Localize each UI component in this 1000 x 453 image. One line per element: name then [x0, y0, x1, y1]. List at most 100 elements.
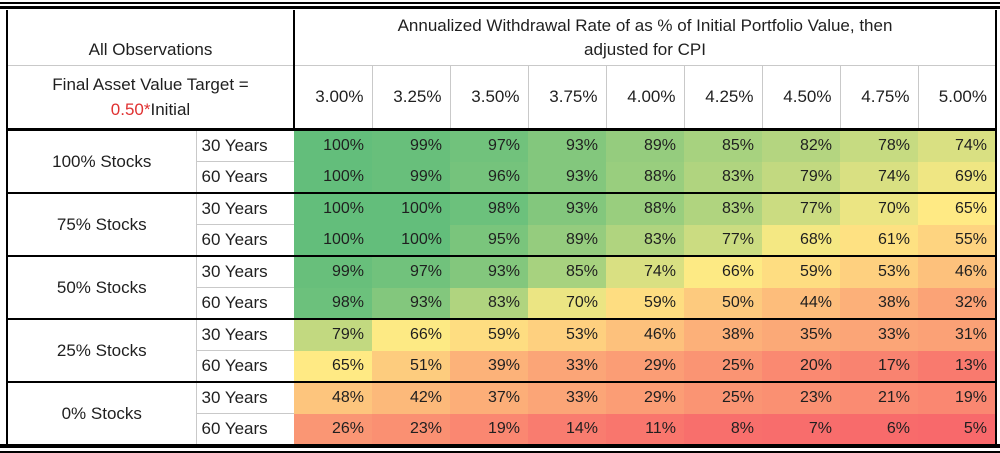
- success-rate-cell: 61%: [840, 224, 918, 256]
- success-rate-cell: 99%: [372, 129, 450, 162]
- rate-column-header: 4.75%: [839, 65, 918, 131]
- success-rate-cell: 70%: [528, 287, 606, 319]
- horizon-label: 60 Years: [196, 350, 294, 382]
- rate-column-header: 3.75%: [527, 65, 606, 131]
- success-rate-cell: 66%: [684, 255, 762, 288]
- success-rate-cell: 89%: [528, 224, 606, 256]
- success-rate-cell: 48%: [294, 381, 372, 414]
- success-rate-cell: 99%: [372, 161, 450, 193]
- success-rate-cell: 74%: [918, 129, 996, 162]
- success-rate-cell: 85%: [684, 129, 762, 162]
- table-title-line2: adjusted for CPI: [584, 39, 706, 59]
- success-rate-cell: 100%: [372, 192, 450, 225]
- success-rate-cell: 78%: [840, 129, 918, 162]
- rate-column-header: 3.00%: [293, 65, 372, 131]
- success-rate-cell: 19%: [918, 381, 996, 414]
- success-rate-cell: 74%: [606, 255, 684, 288]
- stock-allocation-label: 25% Stocks: [7, 318, 197, 382]
- rate-column-header: 4.00%: [605, 65, 684, 131]
- success-rate-cell: 100%: [372, 224, 450, 256]
- success-rate-cell: 93%: [528, 161, 606, 193]
- success-rate-cell: 100%: [294, 129, 372, 162]
- success-rate-cell: 100%: [294, 161, 372, 193]
- horizon-label: 60 Years: [196, 224, 294, 256]
- withdrawal-success-table: All Observations Annualized Withdrawal R…: [6, 10, 997, 444]
- success-rate-cell: 21%: [840, 381, 918, 414]
- bottom-border-thick: [0, 444, 1000, 448]
- success-rate-cell: 83%: [450, 287, 528, 319]
- success-rate-cell: 53%: [528, 318, 606, 351]
- success-rate-cell: 99%: [294, 255, 372, 288]
- success-rate-cell: 33%: [528, 350, 606, 382]
- horizon-label: 30 Years: [196, 129, 294, 162]
- success-rate-cell: 93%: [450, 255, 528, 288]
- stock-allocation-label: 100% Stocks: [7, 129, 197, 193]
- success-rate-cell: 23%: [762, 381, 840, 414]
- success-rate-cell: 82%: [762, 129, 840, 162]
- rate-column-header: 5.00%: [917, 65, 996, 131]
- success-rate-cell: 83%: [684, 192, 762, 225]
- success-rate-cell: 88%: [606, 192, 684, 225]
- observations-header: All Observations: [7, 10, 295, 66]
- table-row: 25% Stocks 30 Years 79% 66% 59% 53% 46% 38% 35% 3…: [7, 318, 996, 382]
- success-rate-cell: 39%: [450, 350, 528, 382]
- success-rate-cell: 93%: [372, 287, 450, 319]
- rate-column-header: 3.50%: [449, 65, 528, 131]
- success-rate-cell: 97%: [372, 255, 450, 288]
- final-asset-target-line2: 0.50*Initial: [8, 97, 292, 122]
- stock-allocation-label: 75% Stocks: [7, 192, 197, 256]
- success-rate-cell: 46%: [606, 318, 684, 351]
- rate-column-header: 4.50%: [761, 65, 840, 131]
- success-rate-cell: 8%: [684, 413, 762, 444]
- success-rate-cell: 100%: [294, 224, 372, 256]
- horizon-label: 30 Years: [196, 255, 294, 288]
- stock-allocation-label: 0% Stocks: [7, 381, 197, 444]
- success-rate-cell: 97%: [450, 129, 528, 162]
- table-row: 75% Stocks 30 Years 100% 100% 98% 93% 88% 83% 77…: [7, 192, 996, 256]
- success-rate-cell: 69%: [918, 161, 996, 193]
- success-rate-cell: 93%: [528, 192, 606, 225]
- success-rate-cell: 46%: [918, 255, 996, 288]
- success-rate-cell: 66%: [372, 318, 450, 351]
- success-rate-cell: 85%: [528, 255, 606, 288]
- horizon-label: 60 Years: [196, 413, 294, 444]
- table-row: 60 Years 26% 23% 19% 14% 11% 8% 7% 6% 5%: [7, 413, 996, 444]
- success-rate-cell: 17%: [840, 350, 918, 382]
- success-rate-cell: 89%: [606, 129, 684, 162]
- top-border-thin: [0, 2, 1000, 4]
- success-rate-cell: 83%: [606, 224, 684, 256]
- success-rate-cell: 59%: [450, 318, 528, 351]
- success-rate-cell: 44%: [762, 287, 840, 319]
- success-rate-cell: 68%: [762, 224, 840, 256]
- success-rate-cell: 93%: [528, 129, 606, 162]
- success-rate-cell: 37%: [450, 381, 528, 414]
- success-rate-cell: 95%: [450, 224, 528, 256]
- success-rate-cell: 38%: [684, 318, 762, 351]
- success-rate-cell: 26%: [294, 413, 372, 444]
- success-rate-cell: 38%: [840, 287, 918, 319]
- success-rate-cell: 35%: [762, 318, 840, 351]
- horizon-label: 60 Years: [196, 161, 294, 193]
- stock-allocation-label: 50% Stocks: [7, 255, 197, 319]
- table-row: 60 Years 65% 51% 39% 33% 29% 25% 20% 17% 13%: [7, 350, 996, 382]
- success-rate-cell: 50%: [684, 287, 762, 319]
- target-multiplier-red-text: 0.50*: [110, 100, 151, 119]
- success-rate-cell: 14%: [528, 413, 606, 444]
- final-asset-target-header: Final Asset Value Target = 0.50*Initial: [7, 65, 295, 131]
- success-rate-cell: 33%: [528, 381, 606, 414]
- table-row: 100% Stocks 30 Years 100% 99% 97% 93% 89% 85% 82…: [7, 129, 996, 193]
- success-rate-cell: 6%: [840, 413, 918, 444]
- success-rate-cell: 32%: [918, 287, 996, 319]
- success-rate-cell: 83%: [684, 161, 762, 193]
- success-rate-cell: 11%: [606, 413, 684, 444]
- success-rate-cell: 42%: [372, 381, 450, 414]
- success-rate-cell: 51%: [372, 350, 450, 382]
- table-row: 60 Years 98% 93% 83% 70% 59% 50% 44% 38% 32%: [7, 287, 996, 319]
- success-rate-cell: 65%: [918, 192, 996, 225]
- table-row: 60 Years 100% 100% 95% 89% 83% 77% 68% 61% 55%: [7, 224, 996, 256]
- success-rate-cell: 59%: [606, 287, 684, 319]
- horizon-label: 60 Years: [196, 287, 294, 319]
- success-rate-cell: 98%: [450, 192, 528, 225]
- success-rate-cell: 20%: [762, 350, 840, 382]
- success-rate-cell: 29%: [606, 381, 684, 414]
